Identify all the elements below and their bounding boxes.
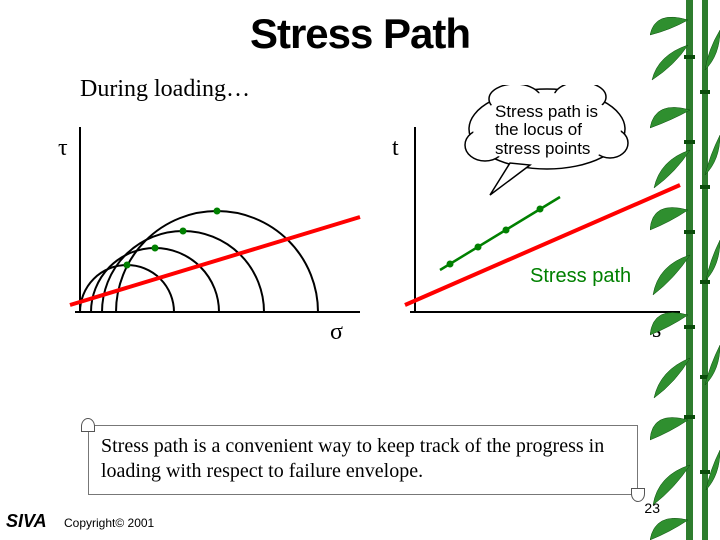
right-x-label: s	[652, 317, 661, 344]
scroll-corner-icon	[631, 488, 645, 502]
callout-text: Stress path is the locus of stress point…	[495, 103, 625, 158]
note-text: Stress path is a convenient way to keep …	[101, 434, 625, 484]
left-x-label: σ	[330, 319, 343, 346]
callout-line-3: stress points	[495, 139, 590, 158]
callout-line-2: the locus of	[495, 120, 582, 139]
slide: Stress Path During loading…	[0, 0, 720, 540]
scroll-corner-icon	[81, 418, 95, 432]
left-plot	[0, 117, 370, 332]
stress-path-label: Stress path	[530, 265, 631, 288]
page-number: 23	[644, 500, 660, 516]
callout-line-1: Stress path is	[495, 102, 598, 121]
right-y-label: t	[392, 135, 399, 162]
plots-area: τ σ t s	[0, 117, 720, 352]
footer-copyright: Copyright© 2001	[64, 516, 154, 530]
note-box: Stress path is a convenient way to keep …	[88, 425, 638, 495]
slide-title: Stress Path	[0, 0, 720, 58]
footer-brand: SIVA	[6, 511, 47, 532]
left-y-label: τ	[58, 135, 68, 162]
